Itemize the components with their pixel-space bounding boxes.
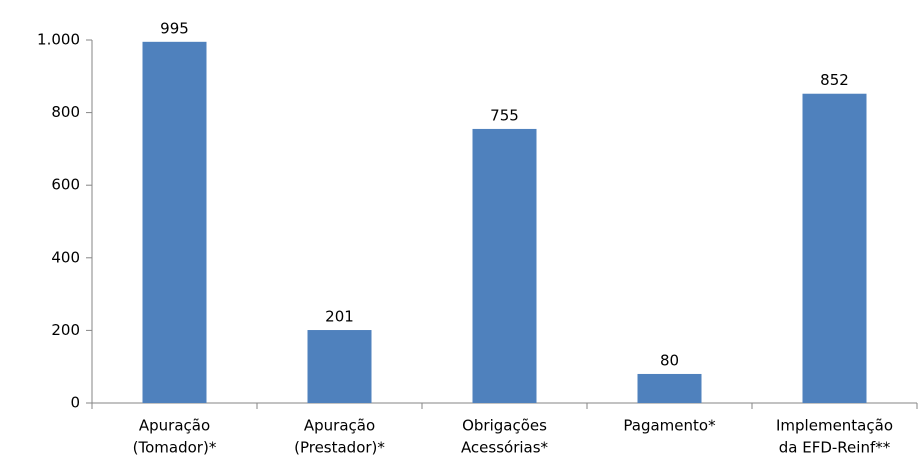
x-tick-label: da EFD-Reinf** [779, 439, 891, 457]
y-tick-label: 200 [51, 321, 80, 339]
bar [307, 330, 372, 403]
x-tick-label: (Tomador)* [133, 439, 217, 457]
value-label: 852 [820, 71, 849, 89]
bar [637, 373, 702, 403]
x-tick-label: Pagamento* [623, 417, 716, 435]
bar [142, 41, 207, 403]
x-tick-label: Apuração [139, 417, 210, 435]
y-tick-label: 800 [51, 103, 80, 121]
value-label: 201 [325, 308, 354, 326]
y-tick-label: 1.000 [37, 31, 80, 49]
value-label: 755 [490, 106, 519, 124]
y-tick-label: 0 [70, 394, 80, 412]
x-tick-label: (Prestador)* [294, 439, 385, 457]
bar [472, 128, 537, 403]
x-tick-label: Acessórias* [461, 439, 549, 457]
y-tick-label: 400 [51, 248, 80, 266]
x-tick-label: Obrigações [462, 417, 547, 435]
x-tick-label: Apuração [304, 417, 375, 435]
y-tick-label: 600 [51, 176, 80, 194]
bar [802, 93, 867, 403]
x-tick-label: Implementação [776, 417, 893, 435]
value-label: 995 [160, 19, 189, 37]
value-label: 80 [660, 351, 679, 369]
